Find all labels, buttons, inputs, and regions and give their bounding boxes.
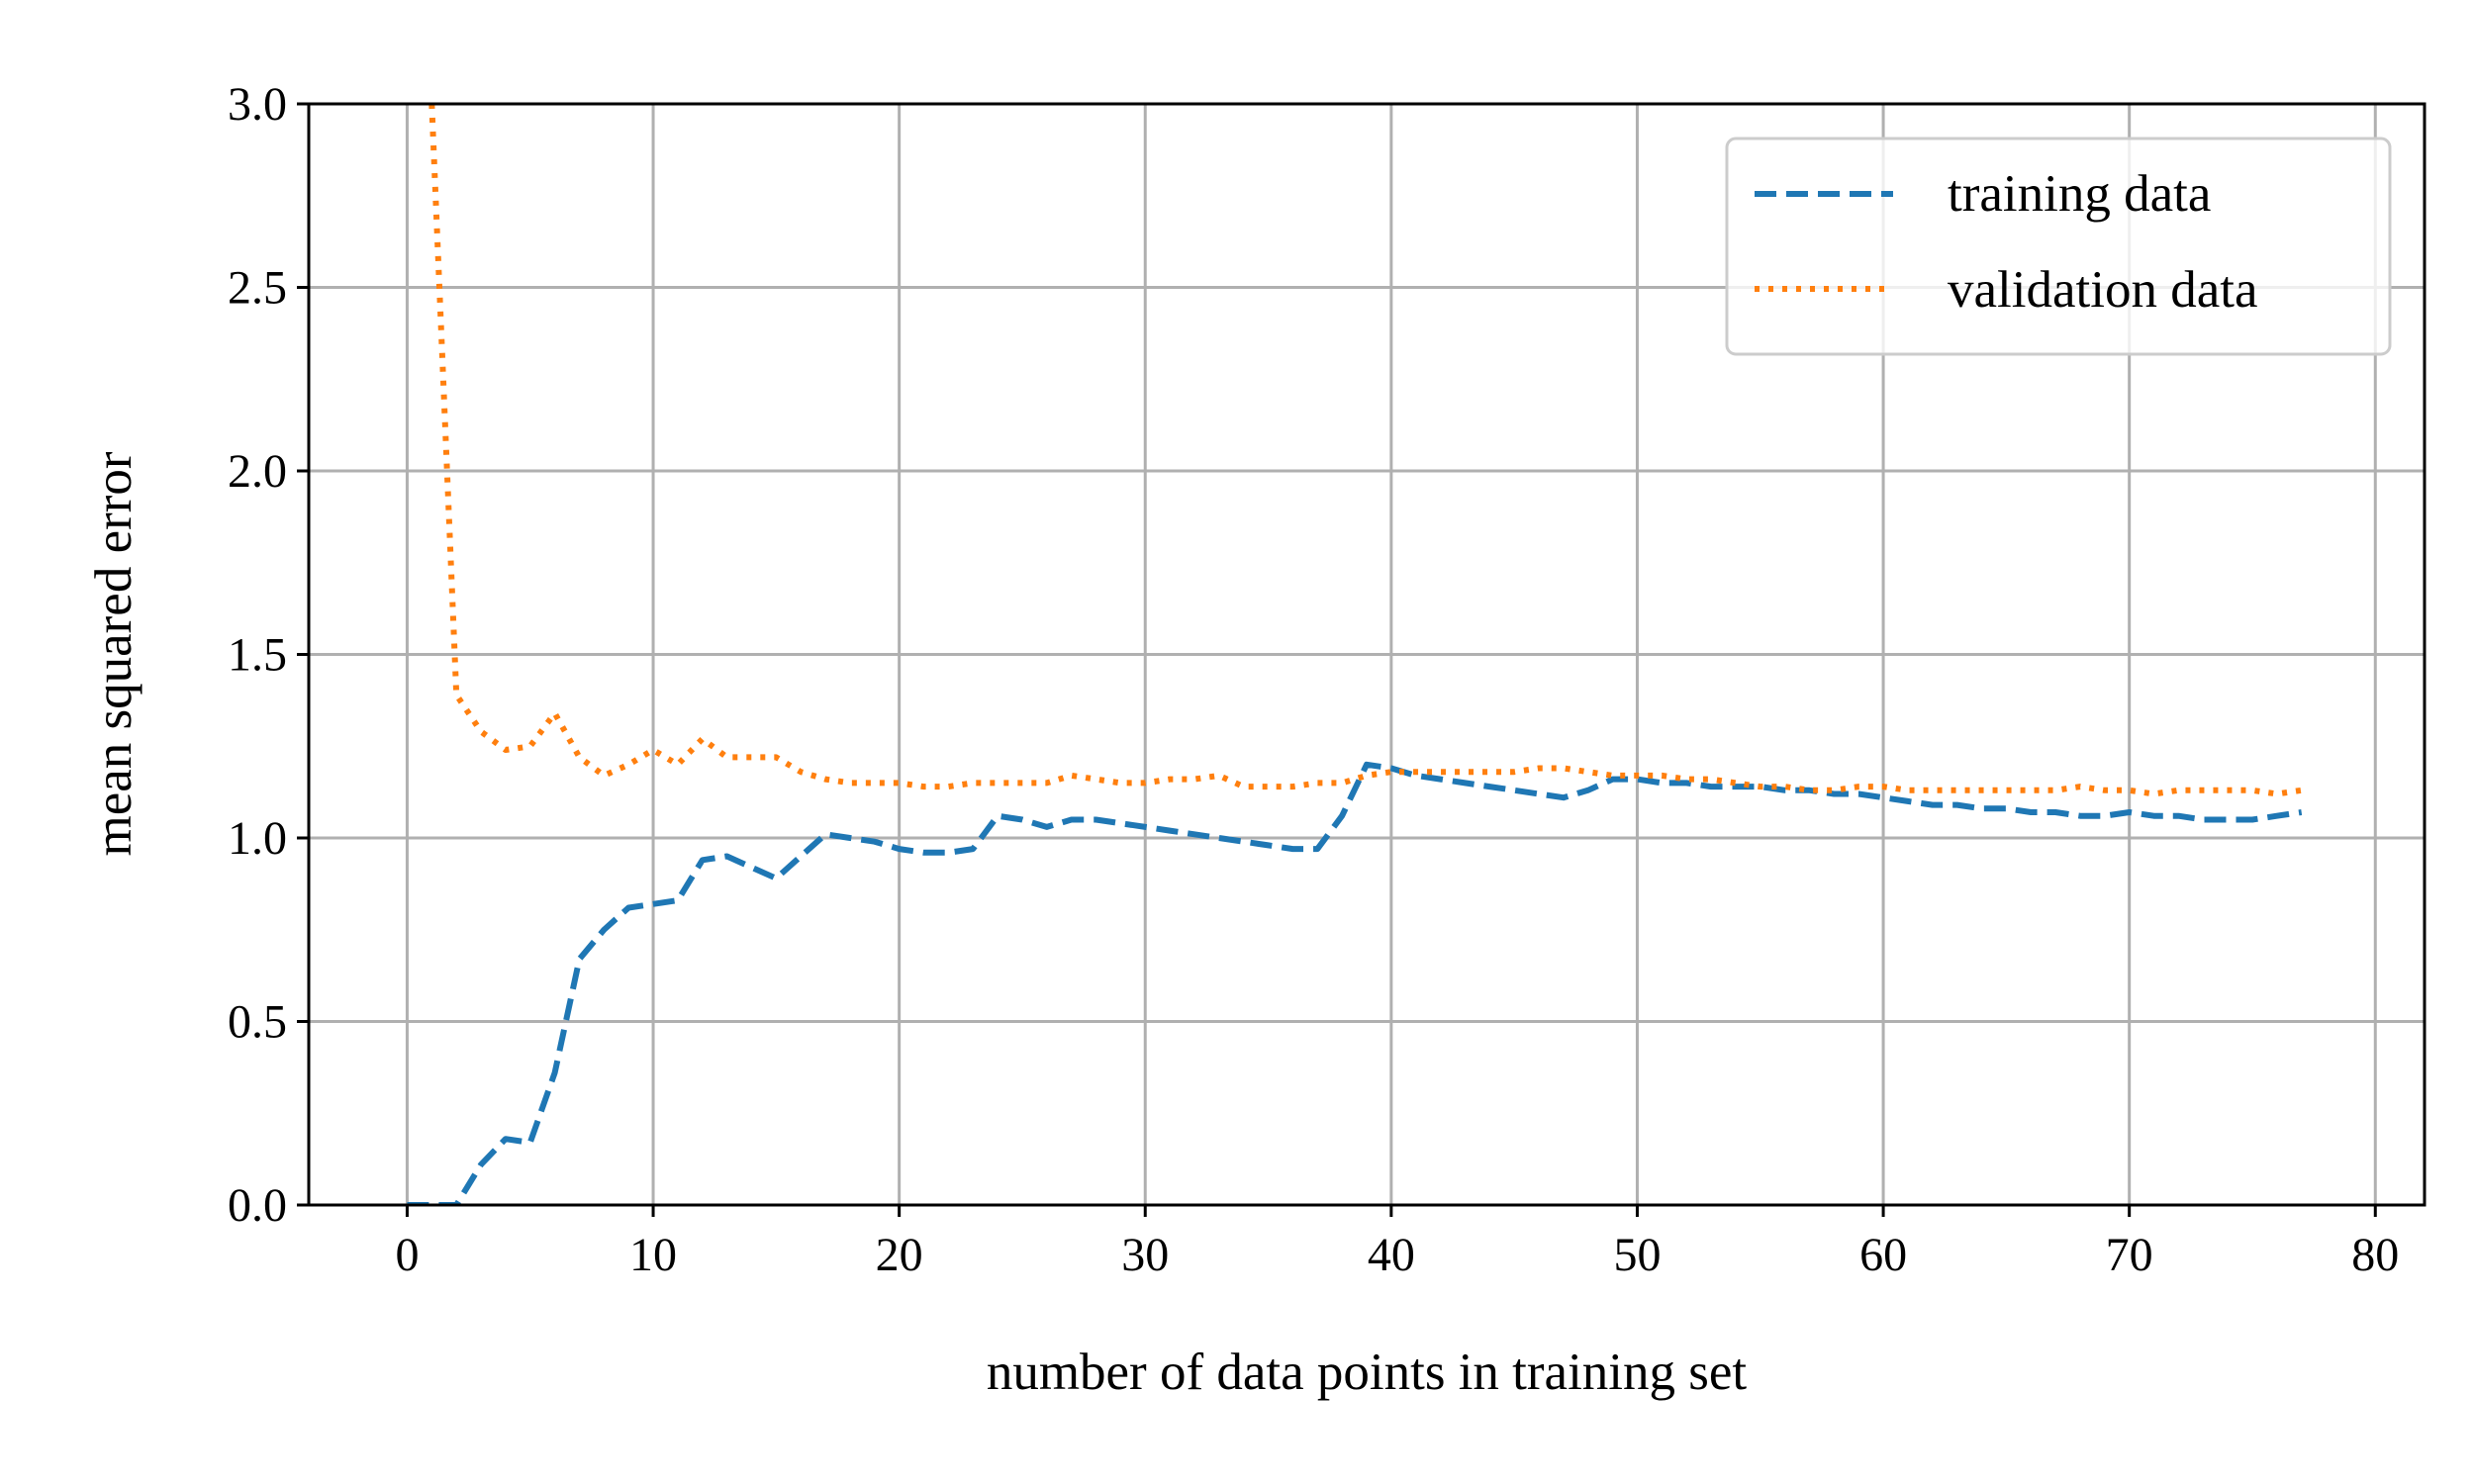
x-tick-label: 10 [629,1229,677,1281]
y-tick-label: 0.5 [228,996,287,1049]
legend-label-training: training data [1948,165,2211,223]
y-tick-label: 0.0 [228,1179,287,1232]
x-tick-label: 30 [1121,1229,1169,1281]
series-layer [407,104,2303,1205]
series-line-training [407,761,2303,1205]
x-tick-label: 20 [876,1229,923,1281]
y-axis-label: mean squared error [85,451,143,856]
legend-label-validation: validation data [1948,261,2257,319]
y-tick-label: 2.5 [228,262,287,315]
x-axis-label: number of data points in training set [987,1344,1748,1401]
legend: training data validation data [1725,137,2392,356]
y-tick-label: 3.0 [228,78,287,131]
y-tick-label: 1.5 [228,629,287,682]
x-tick-label: 40 [1368,1229,1415,1281]
x-tick-label: 50 [1613,1229,1661,1281]
x-tick-label: 0 [395,1229,419,1281]
x-tick-label: 80 [2351,1229,2399,1281]
x-tick-label: 60 [1859,1229,1907,1281]
x-tick-label: 70 [2106,1229,2153,1281]
ticks: 0 10 20 30 40 50 60 70 80 0.0 0.5 1.0 1.5 2.0 2.5 3.0 [228,78,2399,1281]
y-tick-label: 1.0 [228,812,287,865]
y-tick-label: 2.0 [228,445,287,498]
